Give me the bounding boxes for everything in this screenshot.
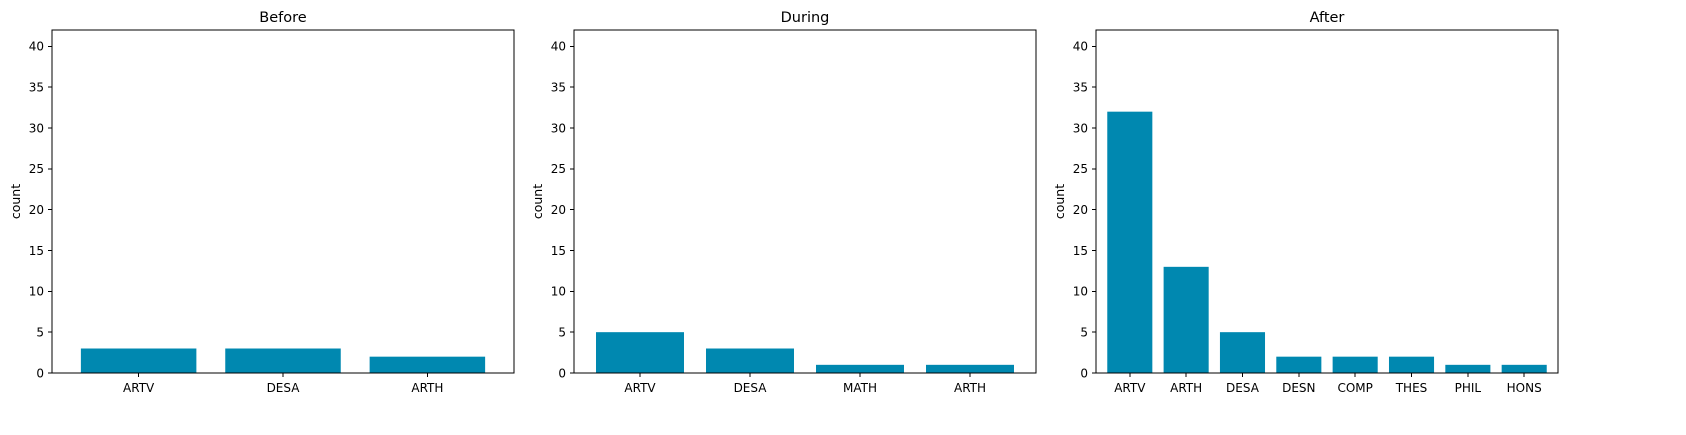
y-tick-label: 40 — [1073, 40, 1088, 54]
y-tick-label: 30 — [551, 121, 566, 135]
x-tick-label: ARTH — [954, 381, 986, 395]
y-tick-label: 20 — [551, 203, 566, 217]
x-tick-label: ARTH — [1170, 381, 1202, 395]
bar-phil — [1445, 364, 1491, 373]
y-tick-label: 0 — [36, 366, 44, 380]
x-tick-label: ARTH — [411, 381, 443, 395]
y-tick-label: 35 — [1073, 80, 1088, 94]
y-tick-label: 15 — [1073, 244, 1088, 258]
y-tick-label: 40 — [29, 40, 44, 54]
y-tick-label: 10 — [1073, 285, 1088, 299]
bar-desn — [1276, 356, 1322, 373]
x-tick-label: ARTV — [624, 381, 656, 395]
bar-thes — [1388, 356, 1435, 373]
x-tick-label: PHIL — [1455, 381, 1482, 395]
bar-math — [816, 364, 904, 373]
y-axis-label: count — [8, 184, 23, 219]
axes-frame — [573, 29, 1037, 374]
y-tick-label: 20 — [29, 203, 44, 217]
y-tick-label: 40 — [551, 40, 566, 54]
y-tick-label: 5 — [558, 325, 566, 339]
bar-arth — [926, 364, 1014, 373]
y-tick-label: 35 — [29, 80, 44, 94]
y-tick-label: 0 — [558, 366, 566, 380]
bar-hons — [1501, 364, 1547, 373]
y-tick-label: 15 — [29, 244, 44, 258]
bar-desa — [706, 348, 794, 373]
bar-comp — [1332, 356, 1378, 373]
y-tick-label: 25 — [551, 162, 566, 176]
bar-arth — [369, 356, 486, 373]
x-tick-label: MATH — [843, 381, 877, 395]
y-tick-label: 30 — [29, 121, 44, 135]
chart-title: During — [781, 10, 830, 26]
x-tick-label: THES — [1395, 381, 1428, 395]
y-axis-label: count — [530, 184, 545, 219]
chart-title: After — [1310, 10, 1345, 26]
x-tick-label: DESA — [1226, 381, 1260, 395]
x-tick-label: DESA — [267, 381, 301, 395]
y-tick-label: 5 — [1080, 325, 1088, 339]
x-tick-label: COMP — [1337, 381, 1372, 395]
subplot-after: ARTV ARTH DESA DESN COMP THES PHIL HONS 0 5 10 15 20… — [1052, 10, 1559, 395]
bar-arth — [1163, 266, 1209, 373]
subplot-before: ARTV DESA ARTH 0 5 10 15 20 25 30 35 40 Before count — [8, 10, 515, 395]
bar-desa — [225, 348, 341, 373]
x-tick-label: DESN — [1282, 381, 1315, 395]
y-tick-label: 25 — [1073, 162, 1088, 176]
x-tick-label: DESA — [734, 381, 768, 395]
axes-frame — [1095, 29, 1559, 374]
y-tick-label: 35 — [551, 80, 566, 94]
y-axis-label: count — [1052, 184, 1067, 219]
x-tick-label: HONS — [1507, 381, 1542, 395]
bar-artv — [1107, 111, 1153, 374]
y-tick-label: 0 — [1080, 366, 1088, 380]
y-tick-label: 20 — [1073, 203, 1088, 217]
y-tick-label: 15 — [551, 244, 566, 258]
y-tick-label: 5 — [36, 325, 44, 339]
bar-desa — [1219, 332, 1266, 373]
bar-artv — [80, 348, 197, 373]
y-tick-label: 10 — [551, 285, 566, 299]
axes-frame — [51, 29, 515, 374]
subplot-during: ARTV DESA MATH ARTH 0 5 10 15 20 25 30 35 40 During co… — [530, 10, 1037, 395]
y-tick-label: 25 — [29, 162, 44, 176]
y-tick-label: 30 — [1073, 121, 1088, 135]
chart-title: Before — [259, 10, 306, 26]
x-tick-label: ARTV — [1114, 381, 1146, 395]
x-tick-label: ARTV — [123, 381, 155, 395]
y-tick-label: 10 — [29, 285, 44, 299]
bar-artv — [596, 332, 684, 373]
